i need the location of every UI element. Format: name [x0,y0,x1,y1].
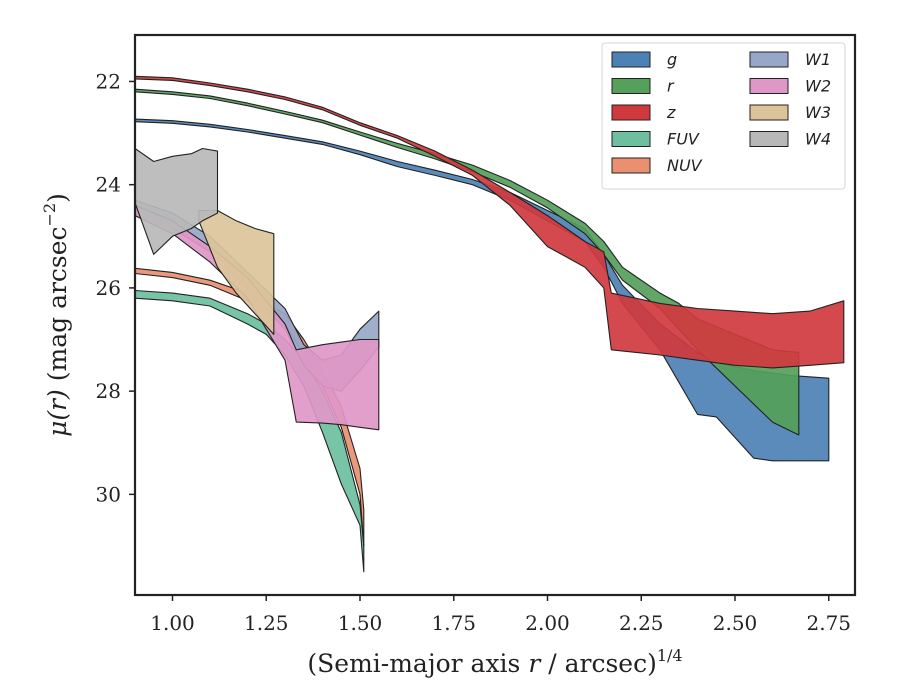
legend-swatch-nuv [611,157,651,174]
band-w3 [198,209,275,335]
legend-label-fuv: FUV [667,130,700,149]
x-axis: 1.00 1.25 1.50 1.75 2.00 2.25 2.50 2.75 [150,595,851,635]
x-tick-label: 1.00 [150,611,195,635]
x-tick-label: 2.25 [619,611,664,635]
y-tick-label: 30 [96,482,121,506]
band-fuv [135,289,365,573]
band-w4 [135,147,219,255]
y-tick-label: 22 [96,69,121,93]
legend-swatch-w1 [749,51,789,68]
x-axis-title: (Semi-major axis r / arcsec)1/4 [307,646,682,678]
legend-swatch-r [611,78,651,94]
plot-frame [133,33,857,597]
legend-label-w2: W2 [805,77,831,96]
band-r [135,88,800,436]
y-axis-title: μ(r) (mag arcsec−2) [40,193,72,437]
legend-label-w3: W3 [805,103,831,122]
legend-swatch-w2 [749,78,789,94]
x-tick-label: 1.25 [244,611,289,635]
y-tick-label: 26 [96,276,121,300]
legend-label-r: r [667,77,675,96]
x-tick-label: 1.75 [431,611,476,635]
y-tick-label: 24 [96,173,121,197]
legend-label-nuv: NUV [667,156,703,175]
series-layer [135,75,845,573]
legend-swatch-z [611,104,651,121]
legend-swatch-fuv [611,131,651,147]
legend-label-g: g [667,50,677,69]
band-g [135,118,830,462]
x-tick-label: 2.50 [713,611,758,635]
legend-swatch-w3 [749,104,789,121]
y-tick-label: 28 [96,379,121,403]
legend-label-z: z [666,103,676,122]
legend-swatch-g [611,51,651,68]
legend: grz FUV NUV W1 W2 W3 W4 [601,42,846,190]
legend-label-w4: W4 [805,130,831,149]
y-axis: 22 24 26 28 30 [96,69,135,506]
band-z [135,75,845,369]
legend-swatch-w4 [749,131,789,147]
x-tick-label: 2.75 [806,611,851,635]
legend-label-w1: W1 [805,50,831,69]
x-tick-label: 1.50 [338,611,383,635]
x-tick-label: 2.00 [525,611,570,635]
